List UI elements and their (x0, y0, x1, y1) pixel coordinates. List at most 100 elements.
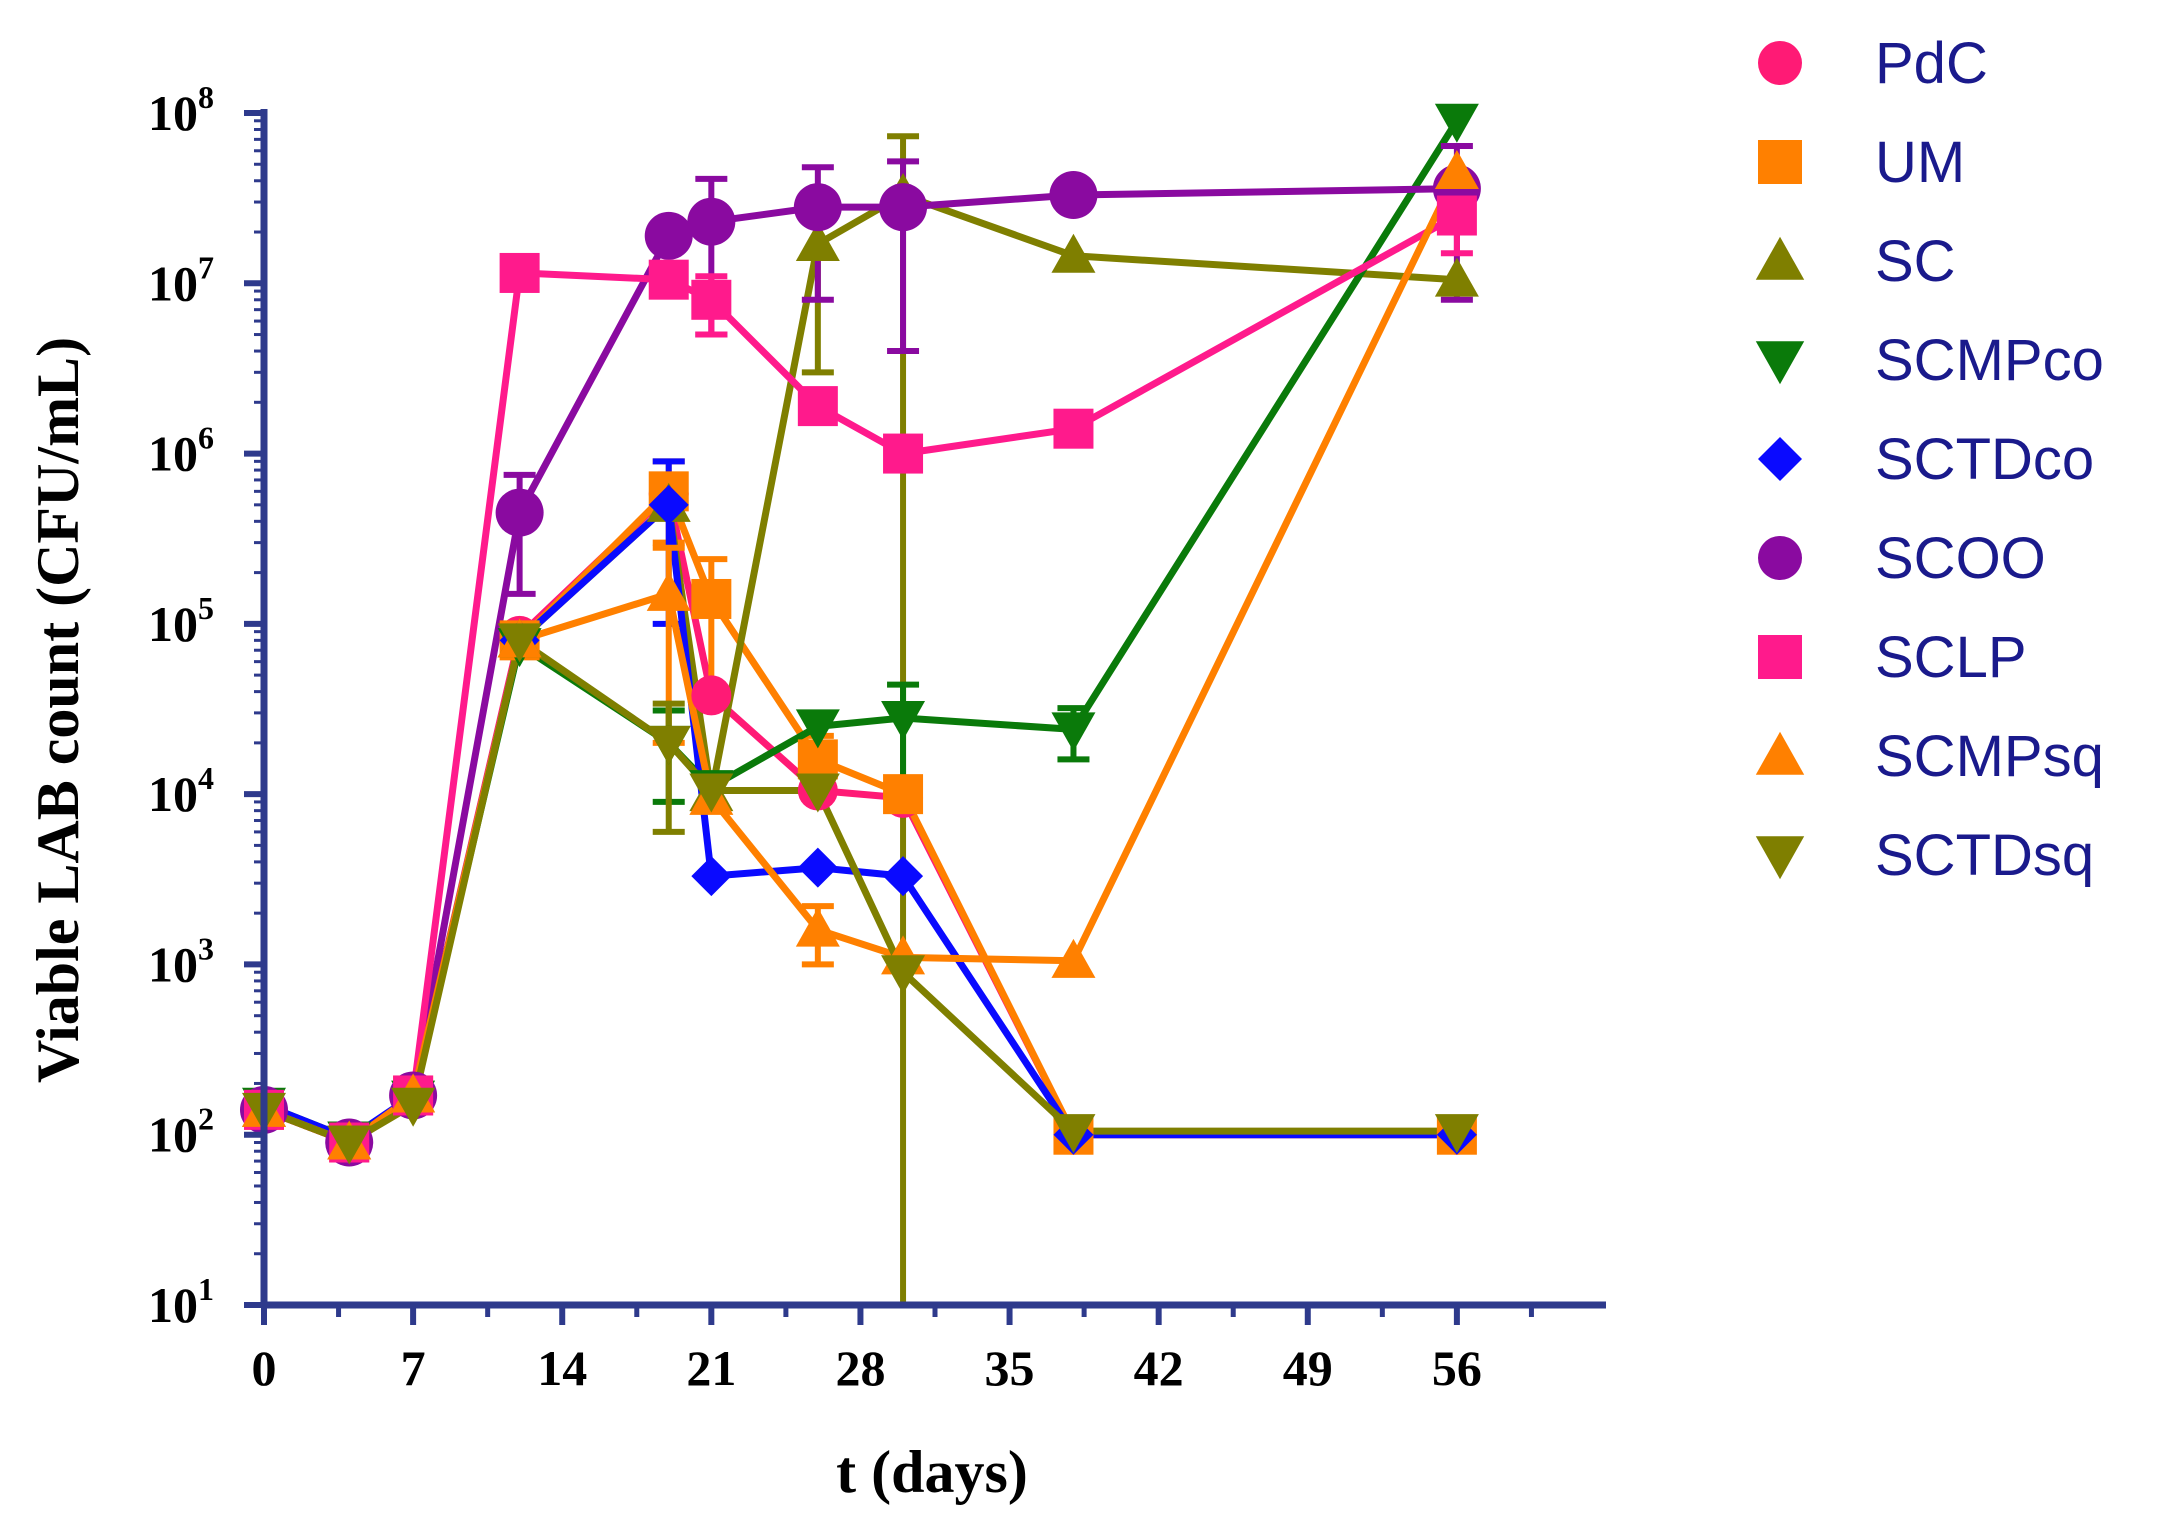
legend-marker-sc (1755, 236, 1805, 280)
y-tick-exponent: 6 (198, 420, 214, 456)
series-line-sclp (262, 212, 1459, 1146)
data-point-sclp (1053, 408, 1094, 449)
series-scoo (262, 143, 1473, 1146)
data-point-scmpco (795, 709, 840, 749)
legend-label-sc: SC (1875, 229, 1956, 294)
data-point-scmpsq (1434, 150, 1479, 190)
series-line-scmpsq (262, 170, 1461, 1146)
series-line-scoo (262, 185, 1457, 1146)
legend-label-sclp: SCLP (1875, 625, 2027, 690)
legend-marker-scmpsq (1755, 731, 1805, 775)
data-point-sc (1051, 233, 1096, 273)
data-point-pdc (691, 675, 732, 716)
y-tick-label: 106 (148, 420, 214, 482)
y-tick-label: 104 (148, 760, 214, 822)
plot-series (240, 103, 1481, 1308)
legend-item-sc: SC (1755, 229, 1956, 294)
data-point-sctdsq (646, 725, 691, 765)
data-point-scmpco (1434, 103, 1479, 143)
legend-marker-um (1758, 140, 1802, 184)
y-tick-label: 107 (148, 249, 214, 311)
x-tick-label: 7 (401, 1340, 426, 1396)
data-point-sctdco (797, 847, 838, 888)
data-point-sclp (883, 433, 924, 474)
data-point-sc (795, 222, 840, 262)
x-tick-label: 42 (1134, 1340, 1184, 1396)
x-tick-label: 28 (835, 1340, 885, 1396)
y-tick-exponent: 4 (198, 760, 214, 796)
legend-item-sctdco: SCTDco (1758, 427, 2094, 492)
series-pdc (262, 490, 1457, 1146)
x-tick-label: 56 (1432, 1340, 1482, 1396)
legend-marker-scoo (1758, 536, 1802, 580)
legend-marker-sctdco (1758, 437, 1802, 481)
series-um (262, 458, 1457, 1146)
series-sctdco (262, 458, 1457, 1142)
legend-item-pdc: PdC (1758, 31, 1988, 96)
data-point-sctdco (883, 856, 924, 897)
y-tick-exponent: 5 (198, 590, 214, 626)
legend-item-scmpco: SCMPco (1755, 328, 2104, 393)
data-point-scoo (879, 183, 928, 232)
series-sclp (262, 187, 1473, 1146)
data-point-scoo (687, 197, 736, 246)
series-sctdsq (262, 636, 1457, 1146)
series-markers-sctdsq (242, 623, 1479, 1165)
legend-marker-sclp (1758, 635, 1802, 679)
y-tick-label: 103 (148, 930, 214, 992)
legend-marker-pdc (1758, 41, 1802, 85)
legend-item-sctdsq: SCTDsq (1755, 823, 2094, 888)
series-markers-sctdco (244, 484, 1477, 1159)
x-tick-label: 14 (537, 1340, 587, 1396)
data-point-sctdsq (497, 623, 542, 663)
series-line-um (262, 487, 1457, 1146)
y-tick-label: 102 (148, 1101, 214, 1163)
data-point-sctdsq (689, 773, 734, 813)
data-point-sctdco (648, 484, 689, 525)
legend-item-scmpsq: SCMPsq (1755, 724, 2104, 789)
legend-item-scoo: SCOO (1758, 526, 2046, 591)
data-point-sclp (797, 386, 838, 427)
legend: PdC UM SC SCMPco SCTDco SCOO SCLP SCMPsq SCTDsq (1755, 31, 2104, 888)
legend-label-um: UM (1875, 130, 1965, 195)
data-point-um (883, 774, 924, 815)
data-point-scoo (793, 183, 842, 232)
legend-label-scmpco: SCMPco (1875, 328, 2104, 393)
x-tick-label: 35 (985, 1340, 1035, 1396)
data-point-scmpsq (1051, 938, 1096, 978)
series-markers-um (244, 471, 1477, 1163)
data-point-scoo (644, 211, 693, 260)
data-point-scoo (1049, 170, 1098, 219)
legend-marker-scmpco (1755, 341, 1805, 385)
data-point-sclp (499, 252, 540, 293)
series-line-sctdsq (262, 636, 1457, 1146)
legend-item-um: UM (1758, 130, 1965, 195)
y-tick-exponent: 2 (198, 1101, 214, 1137)
x-tick-label: 21 (686, 1340, 736, 1396)
legend-label-pdc: PdC (1875, 31, 1988, 96)
y-tick-label: 108 (148, 79, 214, 141)
y-axis-title: Viable LAB count (CFU/mL) (25, 337, 91, 1083)
data-point-scmpsq (795, 907, 840, 947)
series-line-pdc (262, 490, 1457, 1146)
legend-label-sctdco: SCTDco (1875, 427, 2094, 492)
y-tick-label: 105 (148, 590, 214, 652)
legend-marker-sctdsq (1755, 836, 1805, 880)
legend-label-sctdsq: SCTDsq (1875, 823, 2094, 888)
legend-label-scmpsq: SCMPsq (1875, 724, 2104, 789)
x-axis-title: t (days) (836, 1439, 1028, 1505)
data-point-sctdsq (327, 1125, 372, 1165)
y-tick-exponent: 7 (198, 249, 214, 285)
data-point-sclp (691, 279, 732, 320)
data-point-sctdsq (391, 1087, 436, 1127)
data-point-sctdsq (881, 955, 926, 995)
data-point-sclp (648, 259, 689, 300)
y-tick-exponent: 1 (198, 1271, 214, 1307)
legend-label-scoo: SCOO (1875, 526, 2046, 591)
data-point-um (691, 578, 732, 619)
series-markers-pdc (244, 473, 1477, 1163)
data-point-scoo (495, 488, 544, 537)
y-tick-exponent: 3 (198, 930, 214, 966)
